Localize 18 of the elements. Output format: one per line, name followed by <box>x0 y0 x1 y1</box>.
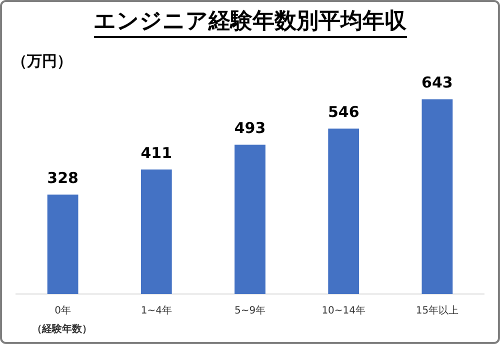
data-label: 546 <box>328 103 360 122</box>
y-axis-title: （万円） <box>12 52 72 71</box>
x-tick-label: 0年 <box>54 304 71 317</box>
x-axis-title: （経験年数） <box>32 322 92 336</box>
data-label: 643 <box>422 74 453 92</box>
bar <box>422 99 453 294</box>
x-tick-label: 15年以上 <box>416 304 459 317</box>
bar <box>328 128 360 294</box>
x-tick-label: 1~4年 <box>140 304 172 317</box>
data-label: 493 <box>234 119 266 138</box>
x-tick-label: 10~14年 <box>322 304 366 317</box>
bar <box>234 144 266 294</box>
chart-title: エンジニア経験年数別平均年収 <box>94 9 406 38</box>
data-label: 411 <box>140 144 172 162</box>
bar <box>47 194 78 294</box>
bar <box>140 170 172 294</box>
x-tick-label: 5~9年 <box>234 304 266 317</box>
data-label: 328 <box>47 169 78 188</box>
